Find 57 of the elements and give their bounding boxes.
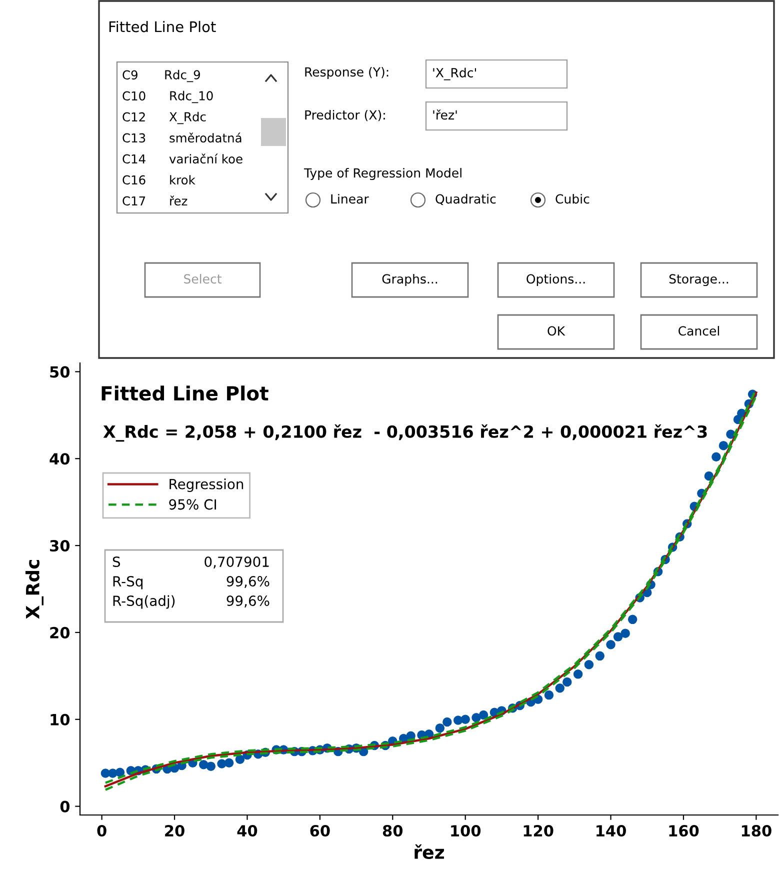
text: Storage... bbox=[669, 274, 728, 286]
y-tick-label: 0 bbox=[60, 800, 70, 812]
annotation: R-Sq bbox=[113, 576, 142, 590]
text: krok bbox=[170, 175, 196, 185]
y-axis-title: X_Rdc bbox=[25, 560, 44, 619]
x-tick-label: 100 bbox=[451, 824, 481, 837]
legend-label: Regression bbox=[170, 478, 244, 492]
annotation: 0,707901 bbox=[204, 556, 269, 568]
text: Predictor (X): bbox=[305, 110, 385, 122]
x-tick-label: 180 bbox=[742, 824, 772, 837]
x-tick-label: 40 bbox=[237, 824, 258, 837]
annotation: 99,6% bbox=[226, 596, 270, 608]
text: Linear bbox=[331, 194, 369, 204]
text: C14 bbox=[122, 154, 146, 164]
annotation: R-Sq(adj) bbox=[113, 595, 175, 609]
text: Select bbox=[184, 274, 222, 284]
text: Response (Y): bbox=[305, 66, 388, 80]
text: C10 bbox=[122, 91, 146, 101]
text: Rdc_9 bbox=[165, 70, 200, 82]
text: Type of Regression Model bbox=[304, 168, 462, 180]
text: Rdc_10 bbox=[170, 90, 213, 104]
text: Graphs... bbox=[382, 274, 438, 286]
text: Fitted Line Plot bbox=[109, 20, 216, 32]
text: C13 bbox=[122, 133, 146, 143]
text: řez bbox=[170, 196, 188, 206]
text: Cubic bbox=[556, 194, 590, 204]
y-tick-label: 50 bbox=[50, 366, 70, 378]
x-tick-label: 160 bbox=[669, 824, 699, 837]
text: variační koe bbox=[169, 154, 242, 164]
x-tick-label: 60 bbox=[310, 824, 330, 837]
y-tick-label: 10 bbox=[50, 714, 70, 726]
text: C17 bbox=[122, 196, 146, 206]
legend-label: 95% CI bbox=[169, 499, 216, 510]
x-tick-label: 20 bbox=[165, 824, 184, 837]
text: OK bbox=[548, 326, 566, 336]
text: 'řez' bbox=[433, 109, 457, 120]
annotation: S bbox=[112, 556, 120, 568]
text: C9 bbox=[122, 70, 138, 80]
text: směrodatná bbox=[170, 132, 242, 143]
text: Fitted Line Plot bbox=[102, 386, 268, 401]
annotation: 99,6% bbox=[226, 576, 270, 588]
x-tick-label: 120 bbox=[524, 824, 554, 837]
text: Options... bbox=[526, 274, 585, 286]
text: X_Rdc = 2,058 + 0,2100 řez - 0,003516 řez^2 + 0,000021 řez^3 bbox=[103, 424, 707, 442]
x-tick-label: 80 bbox=[382, 824, 403, 837]
x-tick-label: 140 bbox=[596, 824, 626, 837]
text: Quadratic bbox=[436, 194, 496, 206]
text: 'X_Rdc' bbox=[433, 68, 476, 80]
y-tick-label: 20 bbox=[50, 626, 70, 638]
text: Cancel bbox=[678, 326, 719, 336]
text: X_Rdc bbox=[169, 112, 206, 124]
y-tick-label: 40 bbox=[50, 453, 70, 465]
y-tick-label: 30 bbox=[50, 540, 70, 552]
text: C12 bbox=[122, 112, 145, 122]
x-tick-label: 0 bbox=[97, 824, 106, 837]
x-axis-title: řez bbox=[414, 844, 444, 860]
text: C16 bbox=[122, 175, 146, 185]
